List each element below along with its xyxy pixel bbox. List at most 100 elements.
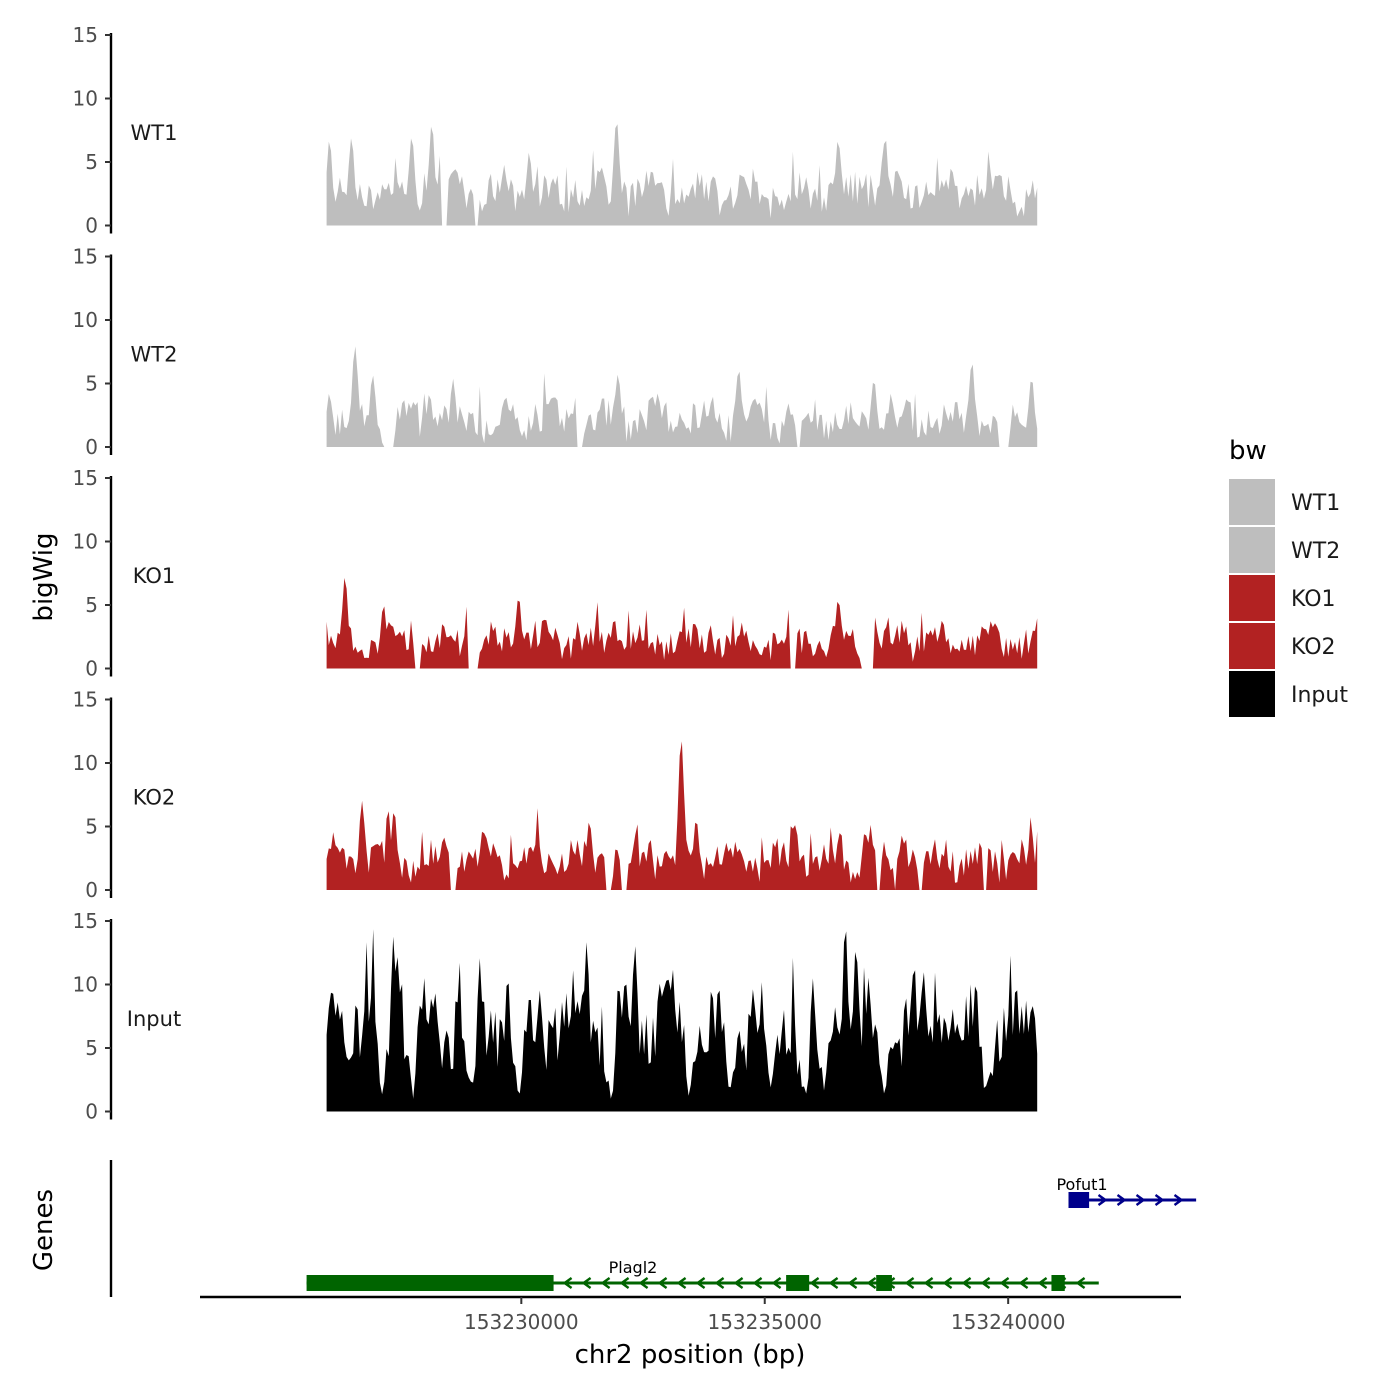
legend-key [1229,479,1275,525]
strand-chevron [1135,1194,1146,1206]
legend-key [1229,527,1275,573]
strand-chevron [847,1277,858,1289]
y-tick-label: 15 [73,909,98,933]
track-label-ko1: KO1 [133,564,176,588]
y-tick-label: 0 [85,878,98,902]
legend-item-ko1: KO1 [1229,575,1336,621]
x-axis-title: chr2 position (bp) [575,1340,806,1370]
y-tick-label: 5 [85,593,98,617]
legend-key [1229,623,1275,669]
y-tick-label: 5 [85,1036,98,1060]
track-panels: 0 5 10 15 WT1 0 5 10 15 WT2 0 5 10 15 KO1 0 5 10 15 KO2 0 5 10… [73,23,1038,1124]
y-tick-label: 10 [73,87,98,111]
y-tick-label: 15 [73,688,98,712]
strand-chevron [923,1277,934,1289]
strand-chevron [562,1277,573,1289]
y-tick-label: 5 [85,150,98,174]
y-tick-label: 5 [85,815,98,839]
strand-chevron [1173,1194,1184,1206]
gene-exon [876,1275,892,1291]
legend-item-input: Input [1229,671,1348,717]
strand-chevron [828,1277,839,1289]
y-tick-label: 0 [85,214,98,238]
strand-chevron [771,1277,782,1289]
gene-exon [786,1275,810,1291]
strand-chevron [980,1277,991,1289]
y-tick-label: 10 [73,308,98,332]
legend-title: bw [1229,436,1267,466]
x-tick-label: 153240000 [951,1310,1066,1334]
y-tick-label: 10 [73,973,98,997]
gene-plagl2: Plagl2 [306,1258,1099,1291]
legend: bw WT1 WT2 KO1 KO2 Input [1229,436,1348,717]
track-label-wt2: WT2 [131,343,178,367]
strand-chevron [1037,1277,1048,1289]
signal-area-input [326,929,1038,1112]
y-axis-title: bigWig [29,532,59,621]
strand-chevron [866,1277,877,1289]
y-tick-label: 10 [73,751,98,775]
strand-chevron [904,1277,915,1289]
strand-chevron [1075,1277,1086,1289]
signal-area-ko2 [326,741,1038,890]
strand-chevron [695,1277,706,1289]
track-label-wt1: WT1 [131,121,178,145]
track-panel-wt2: 0 5 10 15 WT2 [73,245,1038,459]
strand-chevron [714,1277,725,1289]
strand-chevron [619,1277,630,1289]
legend-item-wt2: WT2 [1229,527,1340,573]
strand-chevron [752,1277,763,1289]
y-tick-label: 15 [73,245,98,269]
gene-exon [1051,1275,1065,1291]
strand-chevron [1097,1194,1108,1206]
track-panel-input: 0 5 10 15 Input [73,909,1038,1124]
strand-chevron [733,1277,744,1289]
strand-chevron [1116,1194,1127,1206]
legend-label: Input [1291,683,1348,708]
y-tick-label: 5 [85,372,98,396]
y-tick-label: 0 [85,1100,98,1124]
track-label-input: Input [127,1007,181,1031]
y-tick-label: 15 [73,23,98,47]
legend-item-ko2: KO2 [1229,623,1336,669]
track-panel-ko2: 0 5 10 15 KO2 [73,688,1038,902]
legend-key [1229,671,1275,717]
strand-chevron [809,1277,820,1289]
signal-area-ko1 [326,578,1038,669]
gene-pofut1: Pofut1 [1056,1175,1197,1208]
gene-track: Genes Plagl2 Pofut1 [29,1160,1197,1297]
genes-axis-title: Genes [29,1189,59,1271]
legend-label: WT2 [1291,539,1340,564]
signal-area-wt2 [326,346,1038,447]
strand-chevron [676,1277,687,1289]
strand-chevron [961,1277,972,1289]
y-tick-label: 0 [85,435,98,459]
gene-label: Pofut1 [1056,1175,1107,1194]
strand-chevron [942,1277,953,1289]
track-panel-ko1: 0 5 10 15 KO1 [73,466,1038,681]
legend-item-wt1: WT1 [1229,479,1340,525]
gene-exon [306,1275,554,1291]
legend-label: KO2 [1291,635,1336,660]
y-tick-label: 15 [73,466,98,490]
y-tick-label: 0 [85,657,98,681]
legend-key [1229,575,1275,621]
strand-chevron [657,1277,668,1289]
gene-exon [1068,1192,1090,1208]
strand-chevron [638,1277,649,1289]
strand-chevron [1018,1277,1029,1289]
strand-chevron [1154,1194,1165,1206]
y-tick-label: 10 [73,530,98,554]
y-axis-title-group: bigWig [29,532,59,621]
legend-label: WT1 [1291,491,1340,516]
signal-area-wt1 [326,124,1038,226]
strand-chevron [999,1277,1010,1289]
strand-chevron [600,1277,611,1289]
x-axis: chr2 position (bp) 153230000 153235000 153… [200,1295,1181,1370]
track-panel-wt1: 0 5 10 15 WT1 [73,23,1038,238]
legend-label: KO1 [1291,587,1336,612]
x-tick-label: 153235000 [707,1310,822,1334]
strand-chevron [581,1277,592,1289]
gene-label: Plagl2 [609,1258,658,1277]
